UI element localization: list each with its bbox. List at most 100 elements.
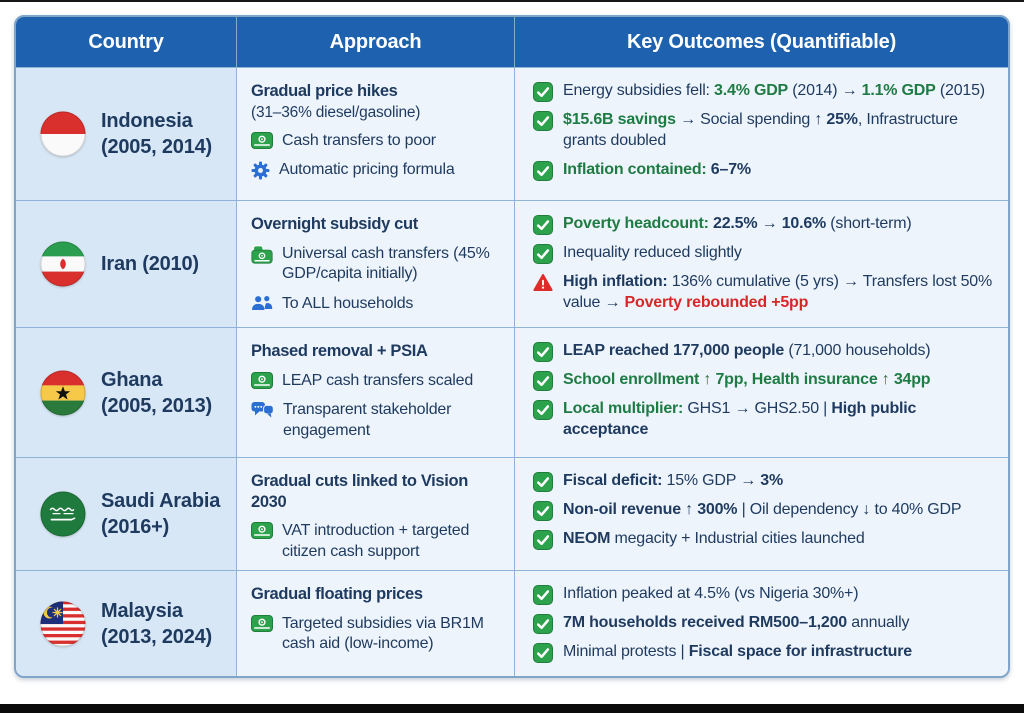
outcome-text: 7M households received RM500–1,200 annua…: [563, 613, 909, 634]
approach-item-text: To ALL households: [282, 294, 414, 312]
indonesia-flag-icon: [40, 111, 86, 157]
outcome-segment: Local multiplier:: [563, 400, 688, 417]
table-grid: Country Approach Key Outcomes (Quantifia…: [16, 17, 1008, 676]
outcome-segment: LEAP reached 177,000 people: [563, 342, 785, 359]
approach-cell: Overnight subsidy cut Universal cash tran…: [237, 200, 515, 327]
outcome-segment: | Oil dependency ↓ to 40% GDP: [737, 501, 962, 518]
check-icon: [533, 160, 553, 181]
outcome-line: Energy subsidies fell: 3.4% GDP (2014) →…: [533, 81, 994, 102]
outcome-text: Minimal protests | Fiscal space for infr…: [563, 642, 912, 663]
top-border-line: [0, 0, 1024, 2]
outcome-line: Fiscal deficit: 15% GDP → 3%: [533, 471, 994, 492]
outcome-segment: 6–7%: [710, 160, 751, 178]
approach-item-text: Cash transfers to poor: [282, 131, 436, 149]
bottom-border-bar: [0, 704, 1024, 713]
approach-item: Universal cash transfers (45% GDP/capita…: [251, 244, 504, 285]
approach-item-text: Targeted subsidies via BR1M cash aid (lo…: [282, 614, 484, 653]
header-country: Country: [16, 17, 237, 67]
outcome-line: Inflation contained: 6–7%: [533, 160, 994, 181]
outcome-segment: annually: [847, 614, 910, 631]
check-icon: [533, 472, 553, 492]
outcome-segment: , Infrastructure grants doubled: [563, 111, 958, 149]
outcome-text: NEOM megacity + Industrial cities launch…: [563, 529, 865, 550]
outcome-segment: NEOM: [563, 530, 611, 547]
approach-item-text: Transparent stakeholder engagement: [283, 401, 452, 439]
outcomes-cell: LEAP reached 177,000 people (71,000 hous…: [515, 327, 1008, 457]
outcome-text: Poverty headcount: 22.5% → 10.6% (short-…: [563, 214, 912, 235]
check-icon: [533, 643, 553, 663]
country-label: Iran (2010): [101, 251, 199, 277]
outcome-line: NEOM megacity + Industrial cities launch…: [533, 529, 994, 550]
outcome-segment: megacity + Industrial cities launched: [610, 530, 865, 547]
check-icon: [533, 82, 553, 102]
saudi-arabia-flag-icon: [40, 491, 86, 537]
outcome-line: Inflation peaked at 4.5% (vs Nigeria 30%…: [533, 584, 994, 605]
iran-flag-icon: [40, 241, 86, 287]
approach-cell: Phased removal + PSIA LEAP cash transfers…: [237, 327, 515, 457]
outcome-segment: Fiscal deficit:: [563, 472, 667, 489]
outcome-line: LEAP reached 177,000 people (71,000 hous…: [533, 341, 994, 362]
approach-title: Gradual price hikes: [251, 82, 398, 100]
outcome-segment: $15.6B savings: [563, 111, 676, 128]
outcome-segment: Energy subsidies fell:: [563, 82, 715, 99]
outcome-text: Non-oil revenue ↑ 300% | Oil dependency …: [563, 500, 962, 521]
outcome-segment: Inflation contained:: [563, 160, 711, 178]
malaysia-flag-icon: [40, 601, 86, 647]
country-cell: Ghana (2005, 2013): [16, 327, 237, 457]
outcome-line: High inflation: 136% cumulative (5 yrs) …: [533, 272, 994, 314]
outcome-segment: Poverty rebounded +5pp: [624, 293, 809, 311]
outcome-segment: Fiscal space for infrastructure: [688, 643, 912, 660]
outcomes-cell: Fiscal deficit: 15% GDP → 3% Non-oil reve…: [515, 457, 1008, 570]
outcome-text: Inflation contained: 6–7%: [563, 160, 751, 181]
approach-title: Gradual floating prices: [251, 585, 423, 603]
outcome-segment: GHS1 → GHS2.50 |: [687, 400, 832, 417]
approach-cell: Gradual floating prices Targeted subsidie…: [237, 570, 515, 676]
outcomes-cell: Energy subsidies fell: 3.4% GDP (2014) →…: [515, 67, 1008, 200]
country-years: (2016+): [101, 516, 170, 538]
outcome-line: School enrollment ↑ 7pp, Health insuranc…: [533, 370, 994, 391]
outcomes-cell: Poverty headcount: 22.5% → 10.6% (short-…: [515, 200, 1008, 327]
gear-icon: [251, 161, 270, 180]
country-cell: Malaysia (2013, 2024): [16, 570, 237, 676]
outcome-segment: 7M households received RM500–1,200: [563, 614, 847, 631]
approach-item: To ALL households: [251, 294, 504, 314]
chat-icon: [251, 401, 274, 420]
country-label: Malaysia (2013, 2024): [101, 598, 212, 650]
cash-icon: [251, 371, 273, 389]
ghana-flag-icon: [40, 370, 86, 416]
outcome-segment: High public acceptance: [563, 400, 917, 438]
outcome-segment: (71,000 households): [784, 342, 931, 359]
outcome-segment: 136% cumulative (5 yrs) → Transfers lost…: [563, 273, 992, 311]
outcome-segment: 3.4% GDP: [714, 82, 789, 99]
outcome-segment: → Social spending ↑: [675, 111, 827, 128]
check-icon: [533, 530, 553, 550]
outcomes-cell: Inflation peaked at 4.5% (vs Nigeria 30%…: [515, 570, 1008, 676]
header-approach: Approach: [237, 17, 515, 67]
check-icon: [533, 400, 553, 420]
approach-item-text: VAT introduction + targeted citizen cash…: [282, 522, 470, 560]
country-name: Iran (2010): [101, 253, 199, 275]
approach-cell: Gradual cuts linked to Vision 2030 VAT in…: [237, 457, 515, 570]
country-cell: Saudi Arabia (2016+): [16, 457, 237, 570]
outcome-line: Minimal protests | Fiscal space for infr…: [533, 642, 994, 663]
country-label: Ghana (2005, 2013): [101, 367, 212, 419]
country-cell: Indonesia (2005, 2014): [16, 67, 237, 200]
approach-item-text: Automatic pricing formula: [279, 161, 455, 179]
outcome-segment: High inflation:: [563, 273, 672, 290]
country-name: Ghana: [101, 368, 163, 391]
outcome-segment: →: [757, 215, 782, 232]
country-years: (2005, 2013): [101, 394, 213, 417]
outcome-line: 7M households received RM500–1,200 annua…: [533, 613, 994, 634]
outcome-line: $15.6B savings → Social spending ↑ 25%, …: [533, 110, 994, 152]
approach-item: Automatic pricing formula: [251, 160, 504, 180]
header-outcomes: Key Outcomes (Quantifiable): [515, 17, 1008, 67]
approach-item: Targeted subsidies via BR1M cash aid (lo…: [251, 614, 504, 655]
check-icon: [533, 111, 553, 131]
outcome-segment: 25%: [826, 111, 858, 128]
outcome-segment: Inequality reduced slightly: [563, 244, 742, 261]
outcome-line: Inequality reduced slightly: [533, 243, 994, 264]
check-icon: [533, 244, 553, 264]
approach-item: VAT introduction + targeted citizen cash…: [251, 521, 504, 562]
approach-title: Phased removal + PSIA: [251, 342, 428, 360]
outcome-segment: Non-oil revenue ↑ 300%: [563, 501, 738, 518]
